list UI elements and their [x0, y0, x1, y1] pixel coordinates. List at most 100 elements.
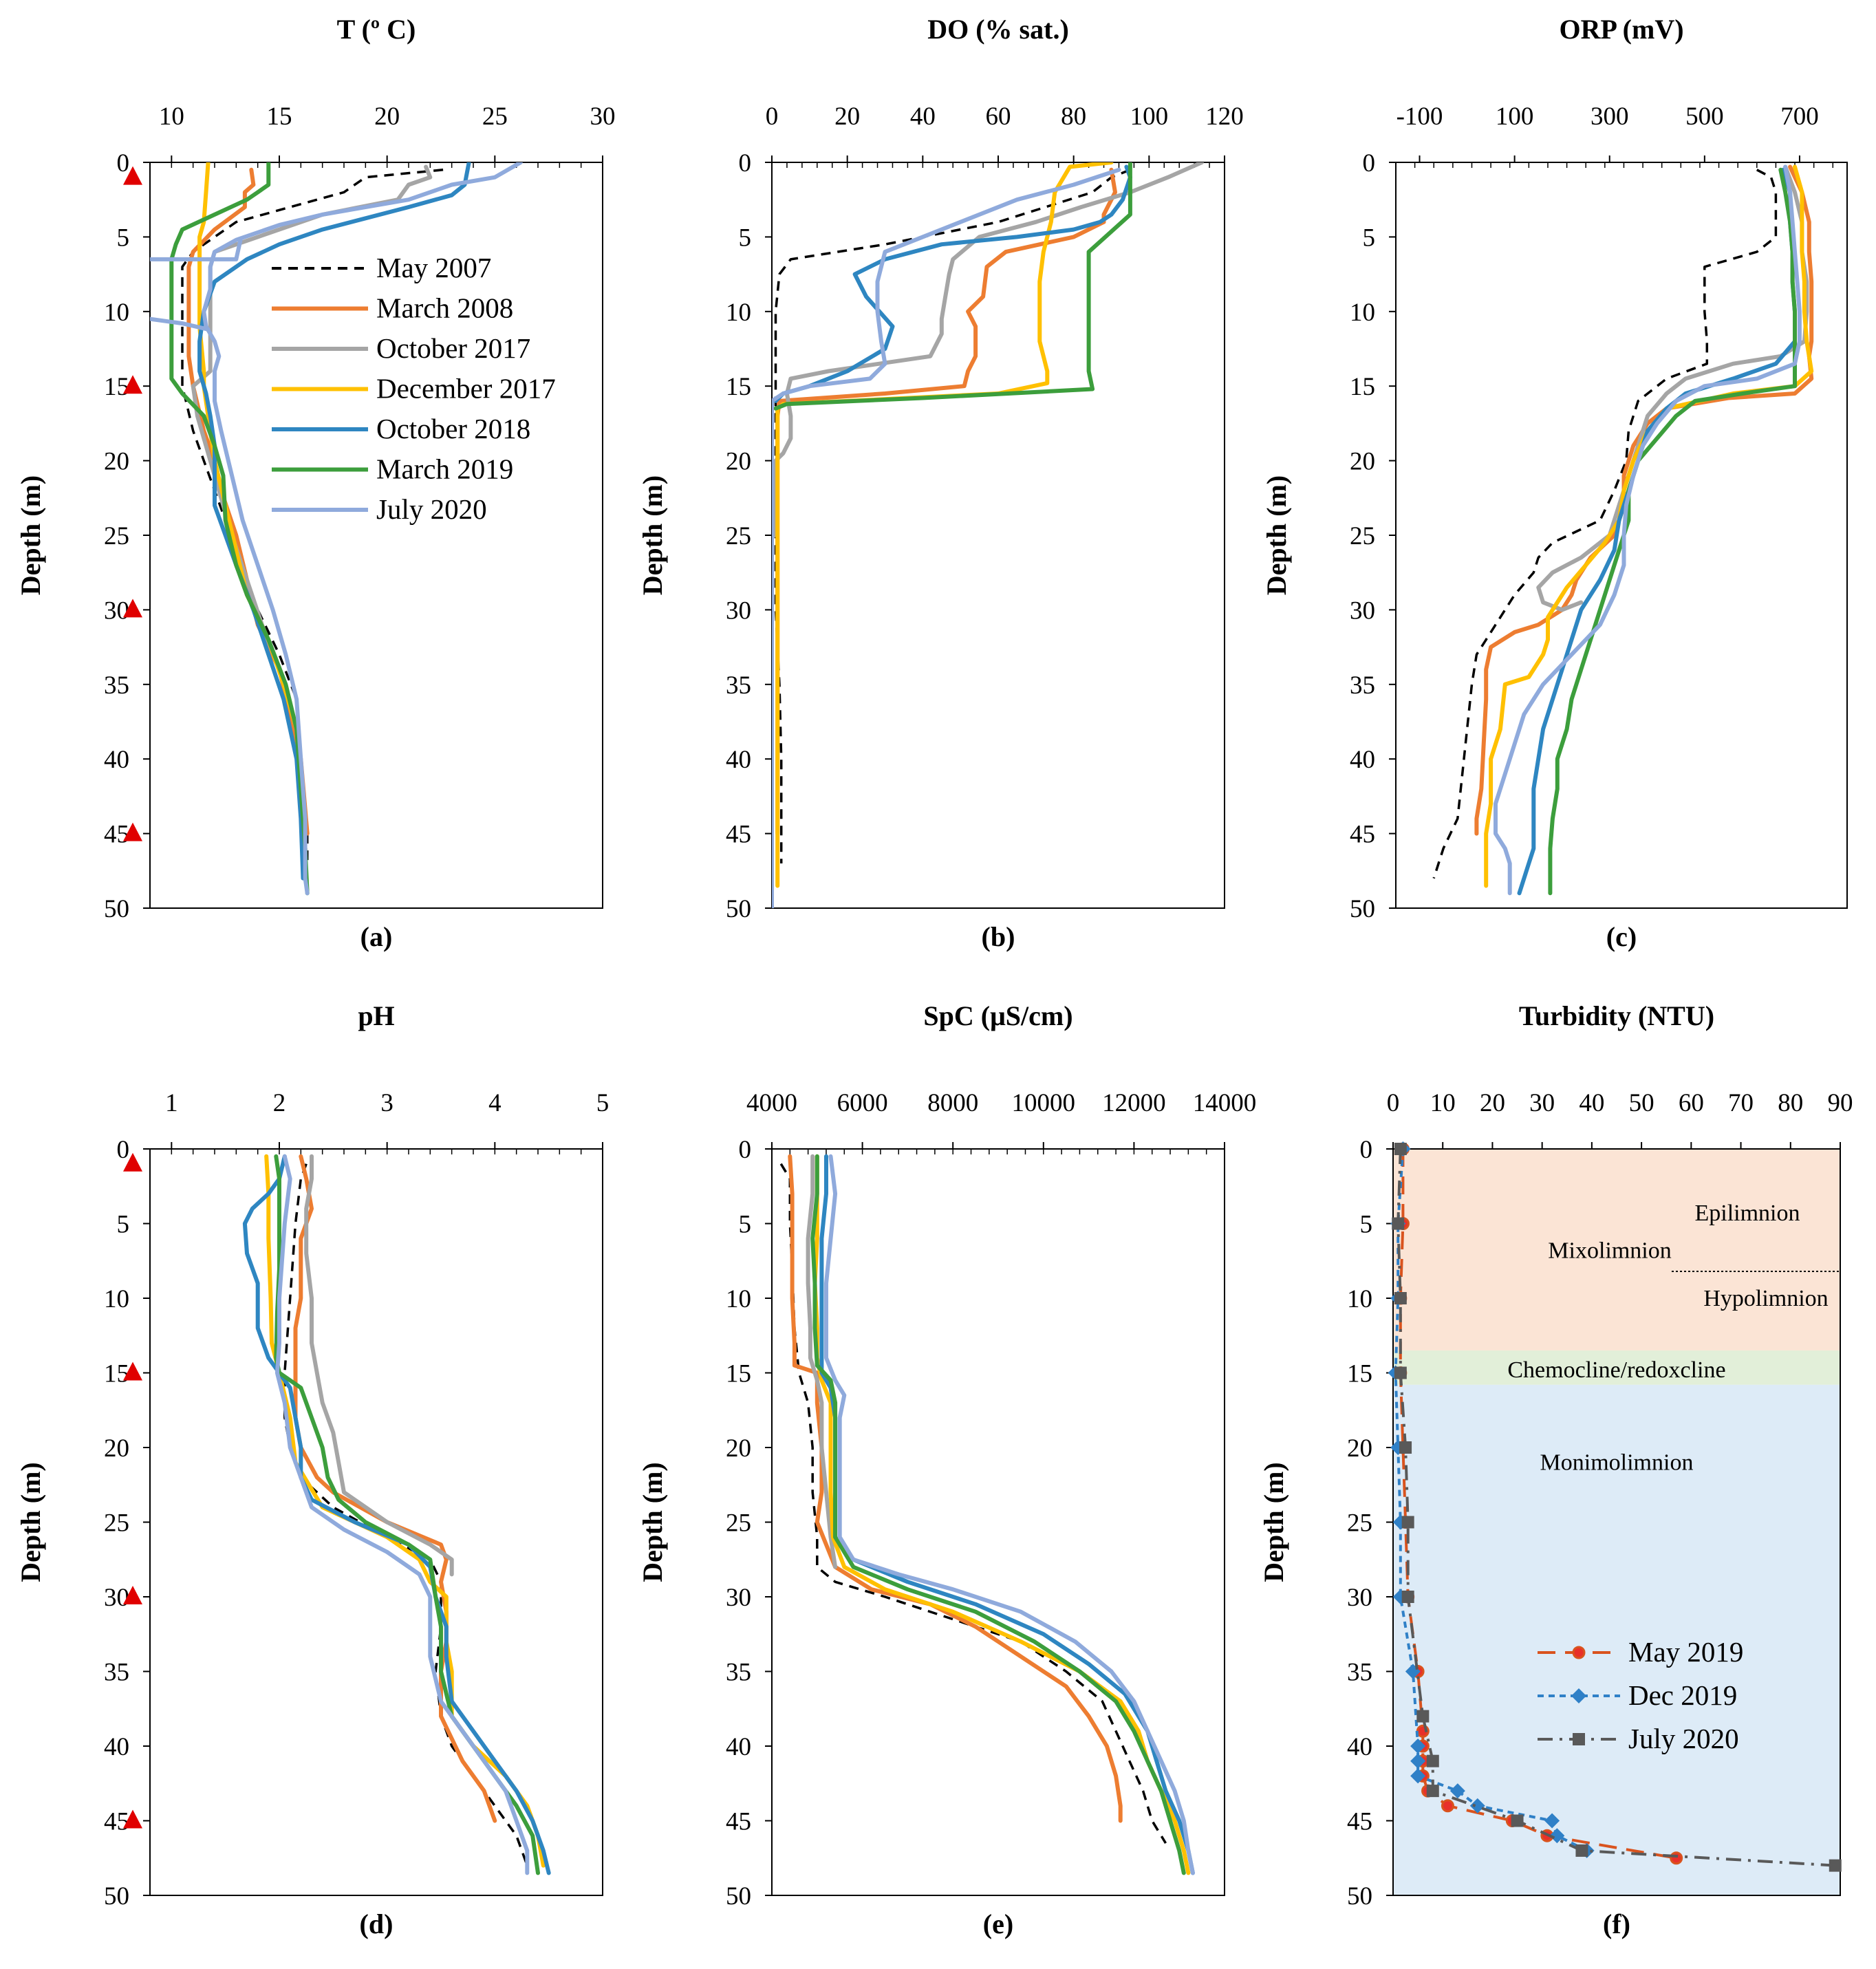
series-line-march-2019	[169, 162, 310, 896]
y-tick-label: 0	[739, 1136, 752, 1164]
x-tick-label: 2	[273, 1089, 286, 1117]
legend-label: March 2019	[376, 453, 513, 485]
y-tick-label: 25	[1347, 1509, 1372, 1538]
x-tick-label: 10	[159, 103, 184, 131]
y-tick-label: 30	[104, 596, 129, 625]
series-line-july-2020	[772, 167, 1121, 908]
x-tick-label: 60	[1679, 1089, 1704, 1117]
series-line-december-2017	[775, 162, 1114, 888]
legend-label: October 2017	[376, 332, 530, 364]
panel-label: (e)	[983, 1908, 1013, 1939]
series-line-october-2018	[1517, 167, 1797, 896]
y-tick-label: 0	[739, 149, 752, 177]
y-tick-label: 25	[726, 522, 751, 550]
series-line-july-2020	[1494, 164, 1802, 896]
y-tick-label: 10	[1350, 299, 1375, 327]
chart-title: Turbidity (NTU)	[1519, 1000, 1714, 1031]
data-point	[1575, 1844, 1588, 1857]
series-line-march-2008	[788, 1154, 1123, 1823]
y-tick-label: 0	[117, 149, 130, 177]
chart-title: DO (% sat.)	[927, 14, 1069, 45]
y-tick-label: 50	[1347, 1882, 1372, 1911]
y-tick-label: 40	[726, 746, 751, 774]
series-line-october-2018	[242, 1154, 551, 1875]
y-tick-label: 10	[104, 299, 129, 327]
sampling-depth-marker	[123, 1152, 142, 1172]
zone-label-monimolimnion: Monimolimnion	[1540, 1450, 1694, 1476]
sampling-depth-marker	[123, 599, 142, 618]
y-tick-label: 50	[1350, 895, 1375, 923]
y-tick-label: 10	[726, 1285, 751, 1313]
y-tick-label: 45	[104, 1808, 129, 1836]
y-tick-label: 45	[726, 821, 751, 849]
series-line-july-2020-surface	[150, 237, 243, 261]
x-tick-label: 30	[1529, 1089, 1555, 1117]
legend-label: December 2017	[376, 373, 556, 405]
y-tick-label: 25	[726, 1509, 751, 1538]
y-tick-label: 30	[1350, 596, 1375, 625]
zone-label-mixolimnion: Mixolimnion	[1548, 1238, 1671, 1263]
y-tick-label: 30	[726, 596, 751, 625]
y-axis-label: Depth (m)	[1258, 1462, 1289, 1582]
series-line-march-2008	[1474, 164, 1814, 836]
data-point	[1426, 1754, 1439, 1767]
x-tick-label: 60	[986, 103, 1011, 131]
x-tick-label: 90	[1828, 1089, 1853, 1117]
series-line-may-2007	[774, 169, 1131, 863]
y-tick-label: 25	[104, 1509, 129, 1538]
y-axis-label: Depth (m)	[15, 475, 46, 595]
panel-label: (a)	[360, 921, 393, 952]
data-point	[1410, 1768, 1426, 1784]
y-tick-label: 35	[726, 671, 751, 700]
y-tick-label: 45	[726, 1808, 751, 1836]
data-point	[1410, 1739, 1426, 1754]
series-line-october-2017	[773, 162, 1205, 537]
data-point	[1829, 1859, 1842, 1872]
x-tick-label: 5	[596, 1089, 610, 1117]
x-tick-label: 14000	[1193, 1089, 1257, 1117]
y-tick-label: 5	[1360, 1211, 1373, 1239]
y-tick-label: 5	[739, 224, 752, 252]
plot-frame	[771, 162, 1225, 909]
zone-label-epilimnion: Epilimnion	[1695, 1201, 1800, 1226]
data-point	[1426, 1785, 1439, 1798]
x-tick-label: 4000	[746, 1089, 797, 1117]
zone-mixolimnion	[1393, 1149, 1840, 1351]
series-line-october-2018	[819, 1154, 1195, 1875]
data-point	[1449, 1783, 1465, 1799]
data-point	[1549, 1828, 1565, 1844]
y-tick-label: 35	[104, 1659, 129, 1687]
panel-label: (c)	[1606, 921, 1637, 952]
data-point	[1670, 1851, 1683, 1865]
legend-marker	[1572, 1646, 1586, 1659]
legend-label: March 2008	[376, 292, 513, 324]
y-tick-label: 20	[104, 448, 129, 476]
x-tick-label: 100	[1130, 103, 1169, 131]
panel-a-temperature: T (º C) 10 15 20 25 30 0 5 10 15 20 25 30 35 40 45 50 Dep…	[15, 14, 616, 952]
legend-label: July 2020	[376, 493, 487, 525]
x-tick-label: 40	[910, 103, 936, 131]
y-tick-label: 10	[726, 299, 751, 327]
y-tick-label: 40	[1350, 746, 1375, 774]
series-line-december-2017	[197, 162, 308, 881]
sampling-depth-marker	[123, 1809, 142, 1829]
panel-label: (f)	[1603, 1908, 1630, 1939]
legend-label: July 2020	[1628, 1723, 1739, 1754]
y-tick-label: 15	[104, 373, 129, 401]
series-line-july-2020	[202, 162, 523, 896]
y-tick-label: 50	[726, 895, 751, 923]
y-tick-label: 15	[726, 1360, 751, 1388]
data-point	[1399, 1441, 1412, 1454]
y-tick-label: 15	[1350, 373, 1375, 401]
legend-label: May 2019	[1628, 1636, 1743, 1668]
plot-frame	[1395, 162, 1848, 909]
y-tick-label: 0	[1363, 149, 1376, 177]
x-tick-label: 80	[1061, 103, 1086, 131]
y-tick-label: 25	[1350, 522, 1375, 550]
x-tick-label: 120	[1205, 103, 1244, 131]
x-tick-label: 20	[834, 103, 860, 131]
x-tick-label: 0	[1387, 1089, 1400, 1117]
x-tick-label: 3	[380, 1089, 393, 1117]
y-tick-label: 45	[1347, 1808, 1372, 1836]
y-tick-label: 0	[1360, 1136, 1373, 1164]
